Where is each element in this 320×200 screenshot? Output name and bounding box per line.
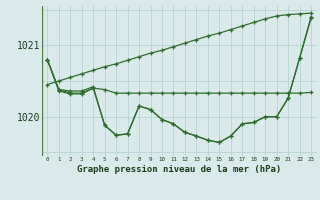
- X-axis label: Graphe pression niveau de la mer (hPa): Graphe pression niveau de la mer (hPa): [77, 165, 281, 174]
